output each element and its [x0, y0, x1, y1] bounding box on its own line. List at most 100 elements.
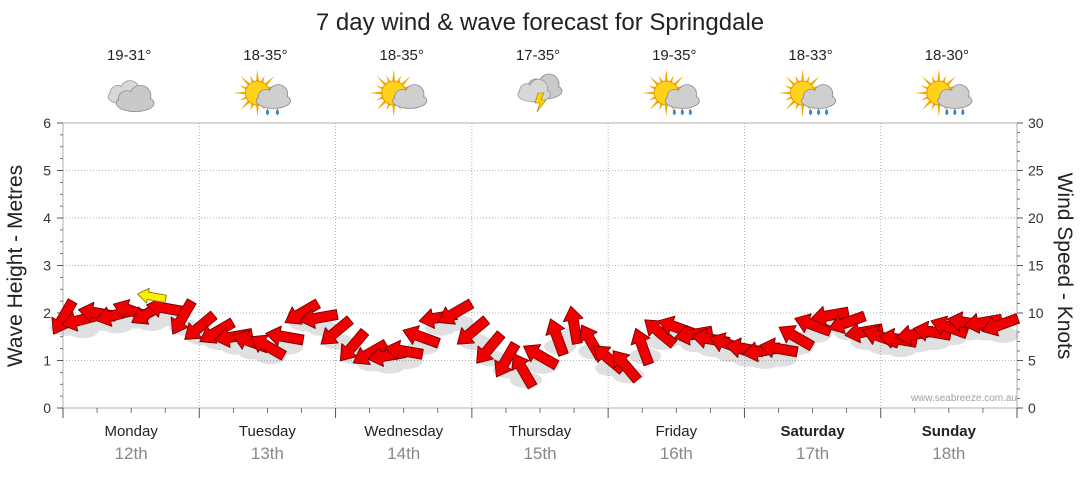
partly-cloudy-icon [369, 69, 428, 117]
rain-drop [265, 108, 269, 116]
cloud-shape [255, 84, 291, 109]
daily-temperatures: 19-31° 18-35° 18-35° 17-35° 19-35° 18-33° 18-3… [107, 47, 969, 64]
wind-arrow [437, 298, 475, 325]
day-date-label: 17th [796, 444, 829, 463]
wind-arrow [299, 308, 339, 329]
rain-drop [961, 108, 965, 116]
y2-tick-label: 5 [1028, 353, 1036, 369]
weather-icons [107, 69, 973, 117]
wind-arrow [523, 344, 560, 371]
rain-drop [275, 108, 279, 116]
wind-arrow [384, 339, 424, 361]
wind-arrow [284, 298, 321, 325]
y2-axis-label: Wind Speed - Knots [1053, 173, 1076, 360]
chart-title: 7 day wind & wave forecast for Springdal… [316, 9, 764, 36]
y2-tick-label: 20 [1028, 210, 1044, 226]
day-name-label: Wednesday [364, 423, 443, 440]
day-date-label: 13th [251, 444, 284, 463]
temp-range-label: 18-35° [243, 47, 287, 64]
wind-arrow [476, 330, 506, 364]
cloud-shape [937, 84, 973, 109]
right-axis-ticks: 0 5 10 15 20 25 30 [1017, 115, 1044, 416]
day-name-label: Monday [104, 423, 158, 440]
wind-arrow [794, 313, 833, 337]
wind-arrow [930, 315, 969, 339]
temp-range-label: 19-35° [652, 47, 696, 64]
wind-arrow [320, 315, 354, 345]
wind-arrow [912, 320, 952, 342]
temp-range-label: 19-31° [107, 47, 151, 64]
y-tick-label: 2 [43, 305, 51, 321]
rain-drop [953, 108, 957, 116]
lightning-bolt [534, 92, 547, 113]
wind-arrow [562, 305, 584, 345]
cloud-shape [664, 84, 700, 109]
wind-arrow [810, 305, 850, 327]
wind-arrow [265, 325, 305, 347]
wind-arrow [778, 325, 815, 352]
sun-rain-icon [778, 69, 837, 117]
wind-arrow [511, 353, 538, 390]
wind-arrow [828, 310, 867, 335]
y2-tick-label: 25 [1028, 163, 1044, 179]
day-name-label: Thursday [509, 423, 572, 440]
day-name-label: Friday [655, 423, 697, 440]
cloudy-icon [107, 80, 155, 112]
rain-drop [945, 108, 949, 116]
wind-arrow [402, 325, 441, 349]
wind-arrow-highlight [137, 287, 167, 304]
day-date-label: 16th [660, 444, 693, 463]
day-name-label: Tuesday [239, 423, 296, 440]
temp-range-label: 18-35° [380, 47, 424, 64]
y-tick-label: 4 [43, 210, 51, 226]
wind-arrow [352, 339, 390, 365]
wind-arrows [50, 287, 1020, 390]
wind-arrow [981, 313, 1020, 337]
y-tick-label: 5 [43, 163, 51, 179]
storm-icon [517, 73, 563, 113]
y2-tick-label: 15 [1028, 258, 1044, 274]
day-date-label: 18th [932, 444, 965, 463]
rain-drop [688, 108, 692, 116]
y-tick-label: 3 [43, 258, 51, 274]
y-tick-label: 6 [43, 115, 51, 131]
sun-rain-icon [914, 69, 973, 117]
watermark: www.seabreeze.com.au [910, 393, 1017, 404]
wind-arrow [199, 317, 236, 344]
day-date-label: 15th [523, 444, 556, 463]
y2-tick-label: 30 [1028, 115, 1044, 131]
rain-drop [817, 108, 821, 116]
day-date-label: 14th [387, 444, 420, 463]
day-name-label: Sunday [922, 423, 977, 440]
temp-range-label: 18-30° [925, 47, 969, 64]
sun-showers-icon [233, 69, 291, 117]
left-axis-ticks: 0 1 2 3 4 5 6 [43, 115, 63, 416]
temp-range-label: 17-35° [516, 47, 560, 64]
cloud-shape [517, 78, 551, 103]
rain-drop [672, 108, 676, 116]
sun-rain-icon [642, 69, 700, 117]
y2-tick-label: 10 [1028, 305, 1044, 321]
cloud-shape [392, 84, 428, 109]
cloud-shape [115, 84, 155, 112]
wind-arrow [759, 337, 799, 359]
temp-range-label: 18-33° [788, 47, 832, 64]
y-tick-label: 1 [43, 353, 51, 369]
day-name-label: Saturday [780, 423, 845, 440]
wind-arrow [612, 350, 642, 384]
cloud-shape [801, 84, 837, 109]
day-date-label: 12th [115, 444, 148, 463]
rain-drop [825, 108, 829, 116]
y-axis-label: Wave Height - Metres [4, 165, 27, 367]
y-tick-label: 0 [43, 400, 51, 416]
wind-arrow [630, 327, 654, 367]
x-axis [62, 408, 1018, 418]
wind-arrow [456, 315, 491, 345]
rain-drop [680, 108, 684, 116]
wind-arrow [545, 318, 569, 357]
day-labels: Monday 12th Tuesday 13th Wednesday 14th Thursd… [104, 423, 976, 463]
y2-tick-label: 0 [1028, 400, 1036, 416]
wind-arrow [494, 341, 521, 378]
